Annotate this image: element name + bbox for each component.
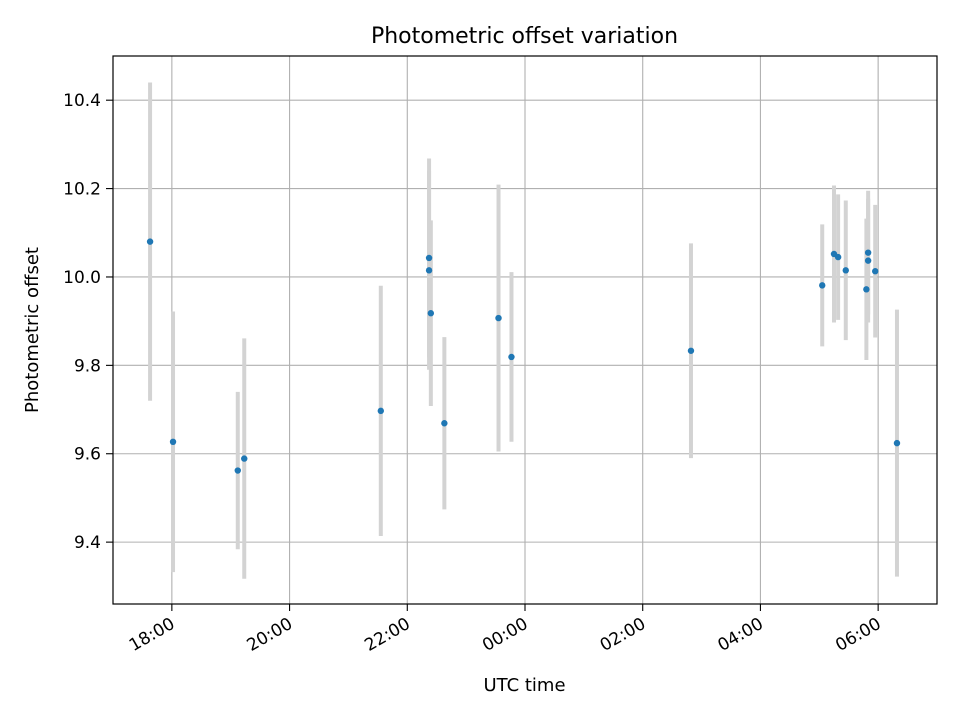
data-point — [819, 282, 826, 289]
y-tick-label: 9.8 — [74, 356, 101, 376]
x-axis-label: UTC time — [483, 675, 565, 696]
y-tick-label: 10.0 — [63, 268, 101, 288]
data-point — [241, 455, 248, 462]
x-tick-label: 06:00 — [832, 614, 884, 656]
data-point — [834, 253, 842, 261]
data-point — [863, 286, 870, 293]
data-point — [425, 254, 433, 262]
data-point — [146, 238, 154, 245]
data-point — [427, 310, 435, 317]
data-point — [872, 268, 879, 275]
y-axis-ticks: 9.4 9.6 9.8 10.0 10.2 10.4 — [63, 91, 113, 553]
x-tick-label: 22:00 — [361, 614, 413, 656]
x-axis-ticks: 18:00 20:00 22:00 00:00 02:00 04:00 06:00 — [126, 604, 885, 656]
data-point — [842, 267, 849, 274]
y-tick-label: 9.4 — [74, 533, 101, 553]
data-point — [441, 420, 448, 427]
grid — [113, 56, 937, 604]
x-tick-label: 20:00 — [244, 614, 296, 656]
data-point — [495, 314, 502, 322]
data-point — [169, 438, 177, 446]
y-tick-label: 10.4 — [63, 91, 101, 111]
y-tick-label: 9.6 — [74, 445, 101, 465]
data-point — [864, 257, 872, 264]
x-tick-label: 18:00 — [126, 614, 178, 656]
data-point — [508, 353, 515, 361]
x-tick-label: 02:00 — [597, 614, 649, 656]
chart-title: Photometric offset variation — [371, 24, 678, 49]
data-point — [893, 439, 901, 447]
data-point — [377, 407, 384, 415]
x-tick-label: 04:00 — [714, 614, 766, 656]
y-tick-label: 10.2 — [63, 180, 101, 200]
data-point — [687, 347, 695, 354]
error-bars — [148, 82, 899, 579]
data-points — [146, 238, 901, 474]
x-tick-label: 00:00 — [479, 614, 531, 656]
y-axis-label: Photometric offset — [22, 247, 43, 413]
data-point — [864, 249, 872, 256]
data-point — [425, 267, 433, 274]
data-point — [234, 467, 241, 474]
